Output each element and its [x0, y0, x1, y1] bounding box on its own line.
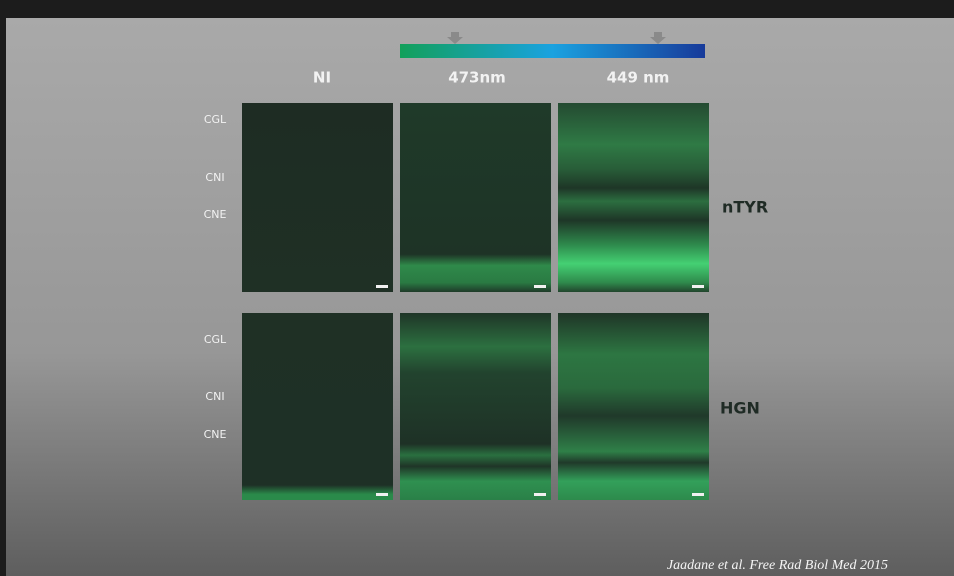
micrograph — [242, 313, 393, 500]
layer-label: CNI — [205, 390, 224, 403]
column-label: 473nm — [448, 69, 506, 87]
column-label: NI — [313, 69, 331, 87]
micrograph — [400, 103, 551, 292]
micrograph — [558, 103, 709, 292]
layer-label: CGL — [204, 333, 227, 346]
slide: NI 473nm 449 nm CGL CNI CNE CGL CNI CNE … — [0, 0, 954, 576]
micrograph — [242, 103, 393, 292]
marker-label: nTYR — [722, 198, 768, 217]
column-label: 449 nm — [607, 69, 670, 87]
micrograph — [400, 313, 551, 500]
layer-label: CNI — [205, 171, 224, 184]
spectrum-bar — [400, 44, 705, 58]
micrograph — [558, 313, 709, 500]
citation: Jaadane et al. Free Rad Biol Med 2015 — [667, 558, 888, 573]
layer-label: CNE — [204, 208, 227, 221]
layer-label: CGL — [204, 113, 227, 126]
layer-label: CNE — [204, 428, 227, 441]
marker-label: HGN — [720, 399, 760, 418]
